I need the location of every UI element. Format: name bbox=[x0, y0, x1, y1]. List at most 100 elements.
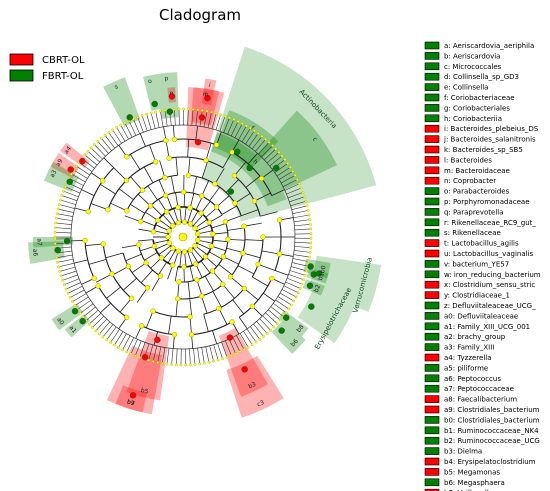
key-swatch-b6 bbox=[424, 478, 440, 487]
figure-title: Cladogram bbox=[159, 6, 241, 24]
key-entry-a5: a5: piliforme bbox=[444, 364, 488, 372]
tree-leaf-node bbox=[59, 274, 63, 278]
tree-branch bbox=[90, 203, 108, 211]
tree-leaf-node bbox=[119, 123, 123, 127]
key-swatch-a bbox=[424, 41, 440, 50]
tree-leaf-node bbox=[191, 108, 195, 111]
clade-sector-11 bbox=[103, 77, 141, 127]
tree-branch bbox=[151, 275, 161, 291]
tree-branch bbox=[226, 247, 244, 253]
clade-label-6: m bbox=[202, 91, 209, 99]
tree-leaf-node bbox=[55, 212, 59, 216]
clade-label-14: a4 bbox=[63, 145, 73, 155]
tree-leaf-branch bbox=[58, 208, 74, 213]
tree-leaf-branch bbox=[277, 296, 292, 306]
tree-arc bbox=[102, 243, 132, 299]
clade-label-17: a7 bbox=[35, 238, 42, 246]
tree-branch bbox=[145, 311, 154, 329]
tree-node-66 bbox=[251, 198, 258, 204]
tree-leaf-branch bbox=[273, 303, 287, 314]
tree-leaf-node bbox=[133, 354, 137, 358]
tree-node-76 bbox=[85, 208, 91, 215]
tree-leaf-node bbox=[103, 134, 107, 137]
tree-leaf-node bbox=[149, 111, 153, 115]
tree-leaf-node bbox=[172, 107, 176, 111]
tree-node-23 bbox=[210, 231, 216, 237]
tree-branch bbox=[187, 251, 193, 266]
key-entry-b: b: Aeriscardovia bbox=[444, 52, 500, 60]
tree-leaf-branch bbox=[61, 195, 78, 202]
tree-leaf-branch bbox=[286, 187, 302, 195]
biomarker-node-2 bbox=[308, 303, 315, 310]
tree-leaf-node bbox=[212, 359, 215, 363]
tree-arc bbox=[179, 221, 229, 283]
key-entry-f: f: Coriobacteriaceae bbox=[444, 94, 515, 102]
tree-branch bbox=[139, 133, 146, 147]
tree-leaf-node bbox=[225, 355, 229, 359]
tree-leaf-branch bbox=[264, 148, 277, 161]
tree-branch bbox=[192, 176, 198, 194]
tree-leaf-node bbox=[57, 265, 60, 269]
tree-leaf-node bbox=[78, 311, 82, 315]
biomarker-node-24 bbox=[241, 366, 248, 373]
tree-branch bbox=[124, 215, 141, 222]
tree-leaf-node bbox=[89, 146, 93, 150]
tree-leaf-branch bbox=[285, 281, 301, 289]
tree-node-32 bbox=[147, 203, 154, 209]
tree-root-node bbox=[178, 232, 188, 242]
tree-leaf-branch bbox=[243, 331, 253, 345]
tree-leaf-branch bbox=[114, 331, 124, 346]
tree-leaf-branch bbox=[239, 333, 249, 348]
tree-node-57 bbox=[174, 296, 181, 302]
tree-branch bbox=[227, 227, 245, 231]
key-entry-a3: a3: Family_XIII bbox=[444, 344, 494, 352]
clade-label-3: c bbox=[311, 136, 319, 143]
tree-leaf-node bbox=[56, 207, 60, 211]
tree-leaf-node bbox=[109, 341, 112, 344]
key-entry-b6: b6: Megasphaera bbox=[444, 479, 505, 487]
tree-leaf-node bbox=[121, 348, 124, 352]
tree-leaf-node bbox=[193, 363, 197, 366]
tree-node-70 bbox=[216, 305, 222, 312]
biomarker-node-0 bbox=[227, 188, 235, 195]
tree-leaf-node bbox=[111, 128, 115, 132]
tree-leaf-branch bbox=[294, 241, 311, 244]
tree-leaf-branch bbox=[99, 321, 111, 335]
tree-leaf-branch bbox=[189, 348, 191, 365]
tree-leaf-branch bbox=[270, 306, 284, 317]
tree-node-78 bbox=[124, 154, 130, 160]
tree-node-47 bbox=[139, 187, 145, 193]
key-entry-w: w: iron_reducing_bacterium bbox=[444, 271, 541, 279]
key-entry-g: g: Coriobacteriales bbox=[444, 104, 510, 112]
tree-branch bbox=[247, 153, 258, 165]
key-entry-k: k: Bacteroides_sp_SB5 bbox=[444, 146, 523, 154]
tree-branch bbox=[258, 263, 276, 271]
taxa-key-list: a: Aeriscardovia_aeriphila b: Aeriscardov… bbox=[424, 41, 541, 491]
tree-leaf-branch bbox=[251, 136, 263, 150]
tree-branch bbox=[179, 251, 182, 267]
tree-branch bbox=[143, 166, 154, 183]
tree-leaf-node bbox=[62, 283, 66, 287]
tree-branch bbox=[121, 244, 139, 249]
tree-leaf-branch bbox=[82, 306, 96, 318]
tree-leaf-node bbox=[54, 221, 58, 225]
tree-leaf-branch bbox=[294, 223, 311, 227]
tree-leaf-branch bbox=[228, 338, 236, 354]
key-entry-l: l: Bacteroides bbox=[444, 156, 492, 164]
tree-leaf-branch bbox=[89, 313, 102, 325]
tree-leaf-branch bbox=[58, 262, 75, 268]
biomarker-node-11 bbox=[126, 114, 133, 121]
tree-leaf-branch bbox=[124, 122, 133, 138]
tree-arc bbox=[152, 239, 174, 266]
tree-node-85 bbox=[276, 251, 283, 257]
clade-label-7: l bbox=[204, 91, 207, 98]
tree-branch bbox=[218, 264, 233, 276]
tree-branch bbox=[74, 259, 88, 264]
tree-leaf-branch bbox=[95, 318, 107, 331]
tree-branch bbox=[223, 256, 239, 265]
tree-branch bbox=[242, 252, 261, 259]
tree-leaf-node bbox=[298, 182, 301, 186]
tree-node-49 bbox=[185, 172, 192, 178]
tree-leaf-branch bbox=[238, 125, 247, 140]
tree-leaf-node bbox=[288, 165, 292, 169]
